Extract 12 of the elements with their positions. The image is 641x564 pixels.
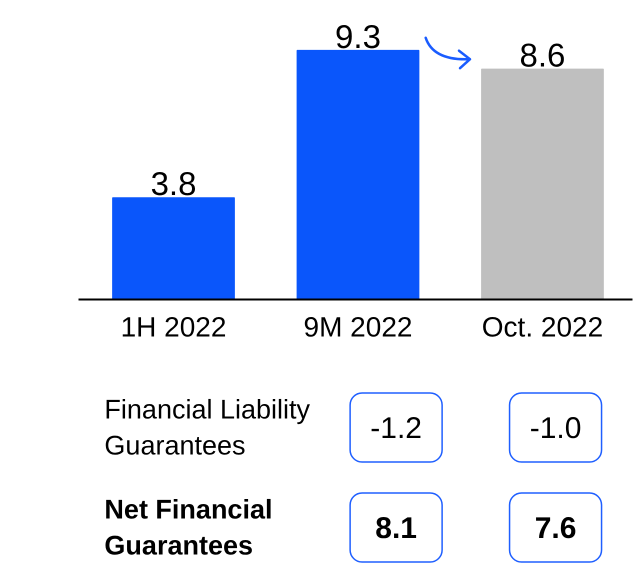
- text: Financial Liability Guarantees: [104, 394, 311, 460]
- text: Net Financial Guarantees: [104, 494, 272, 560]
- data-label: 3.8: [150, 165, 196, 202]
- data-label: 9.3: [335, 18, 381, 55]
- x-tick-label: Oct. 2022: [482, 312, 604, 342]
- x-tick-label: 9M 2022: [304, 312, 412, 342]
- text: -1.2: [370, 412, 422, 445]
- text: 8.1: [375, 512, 417, 545]
- data-label: 8.6: [520, 36, 566, 74]
- x-tick-label: 1H 2022: [120, 312, 226, 342]
- text: 7.6: [534, 512, 576, 545]
- text: -1.0: [530, 412, 582, 445]
